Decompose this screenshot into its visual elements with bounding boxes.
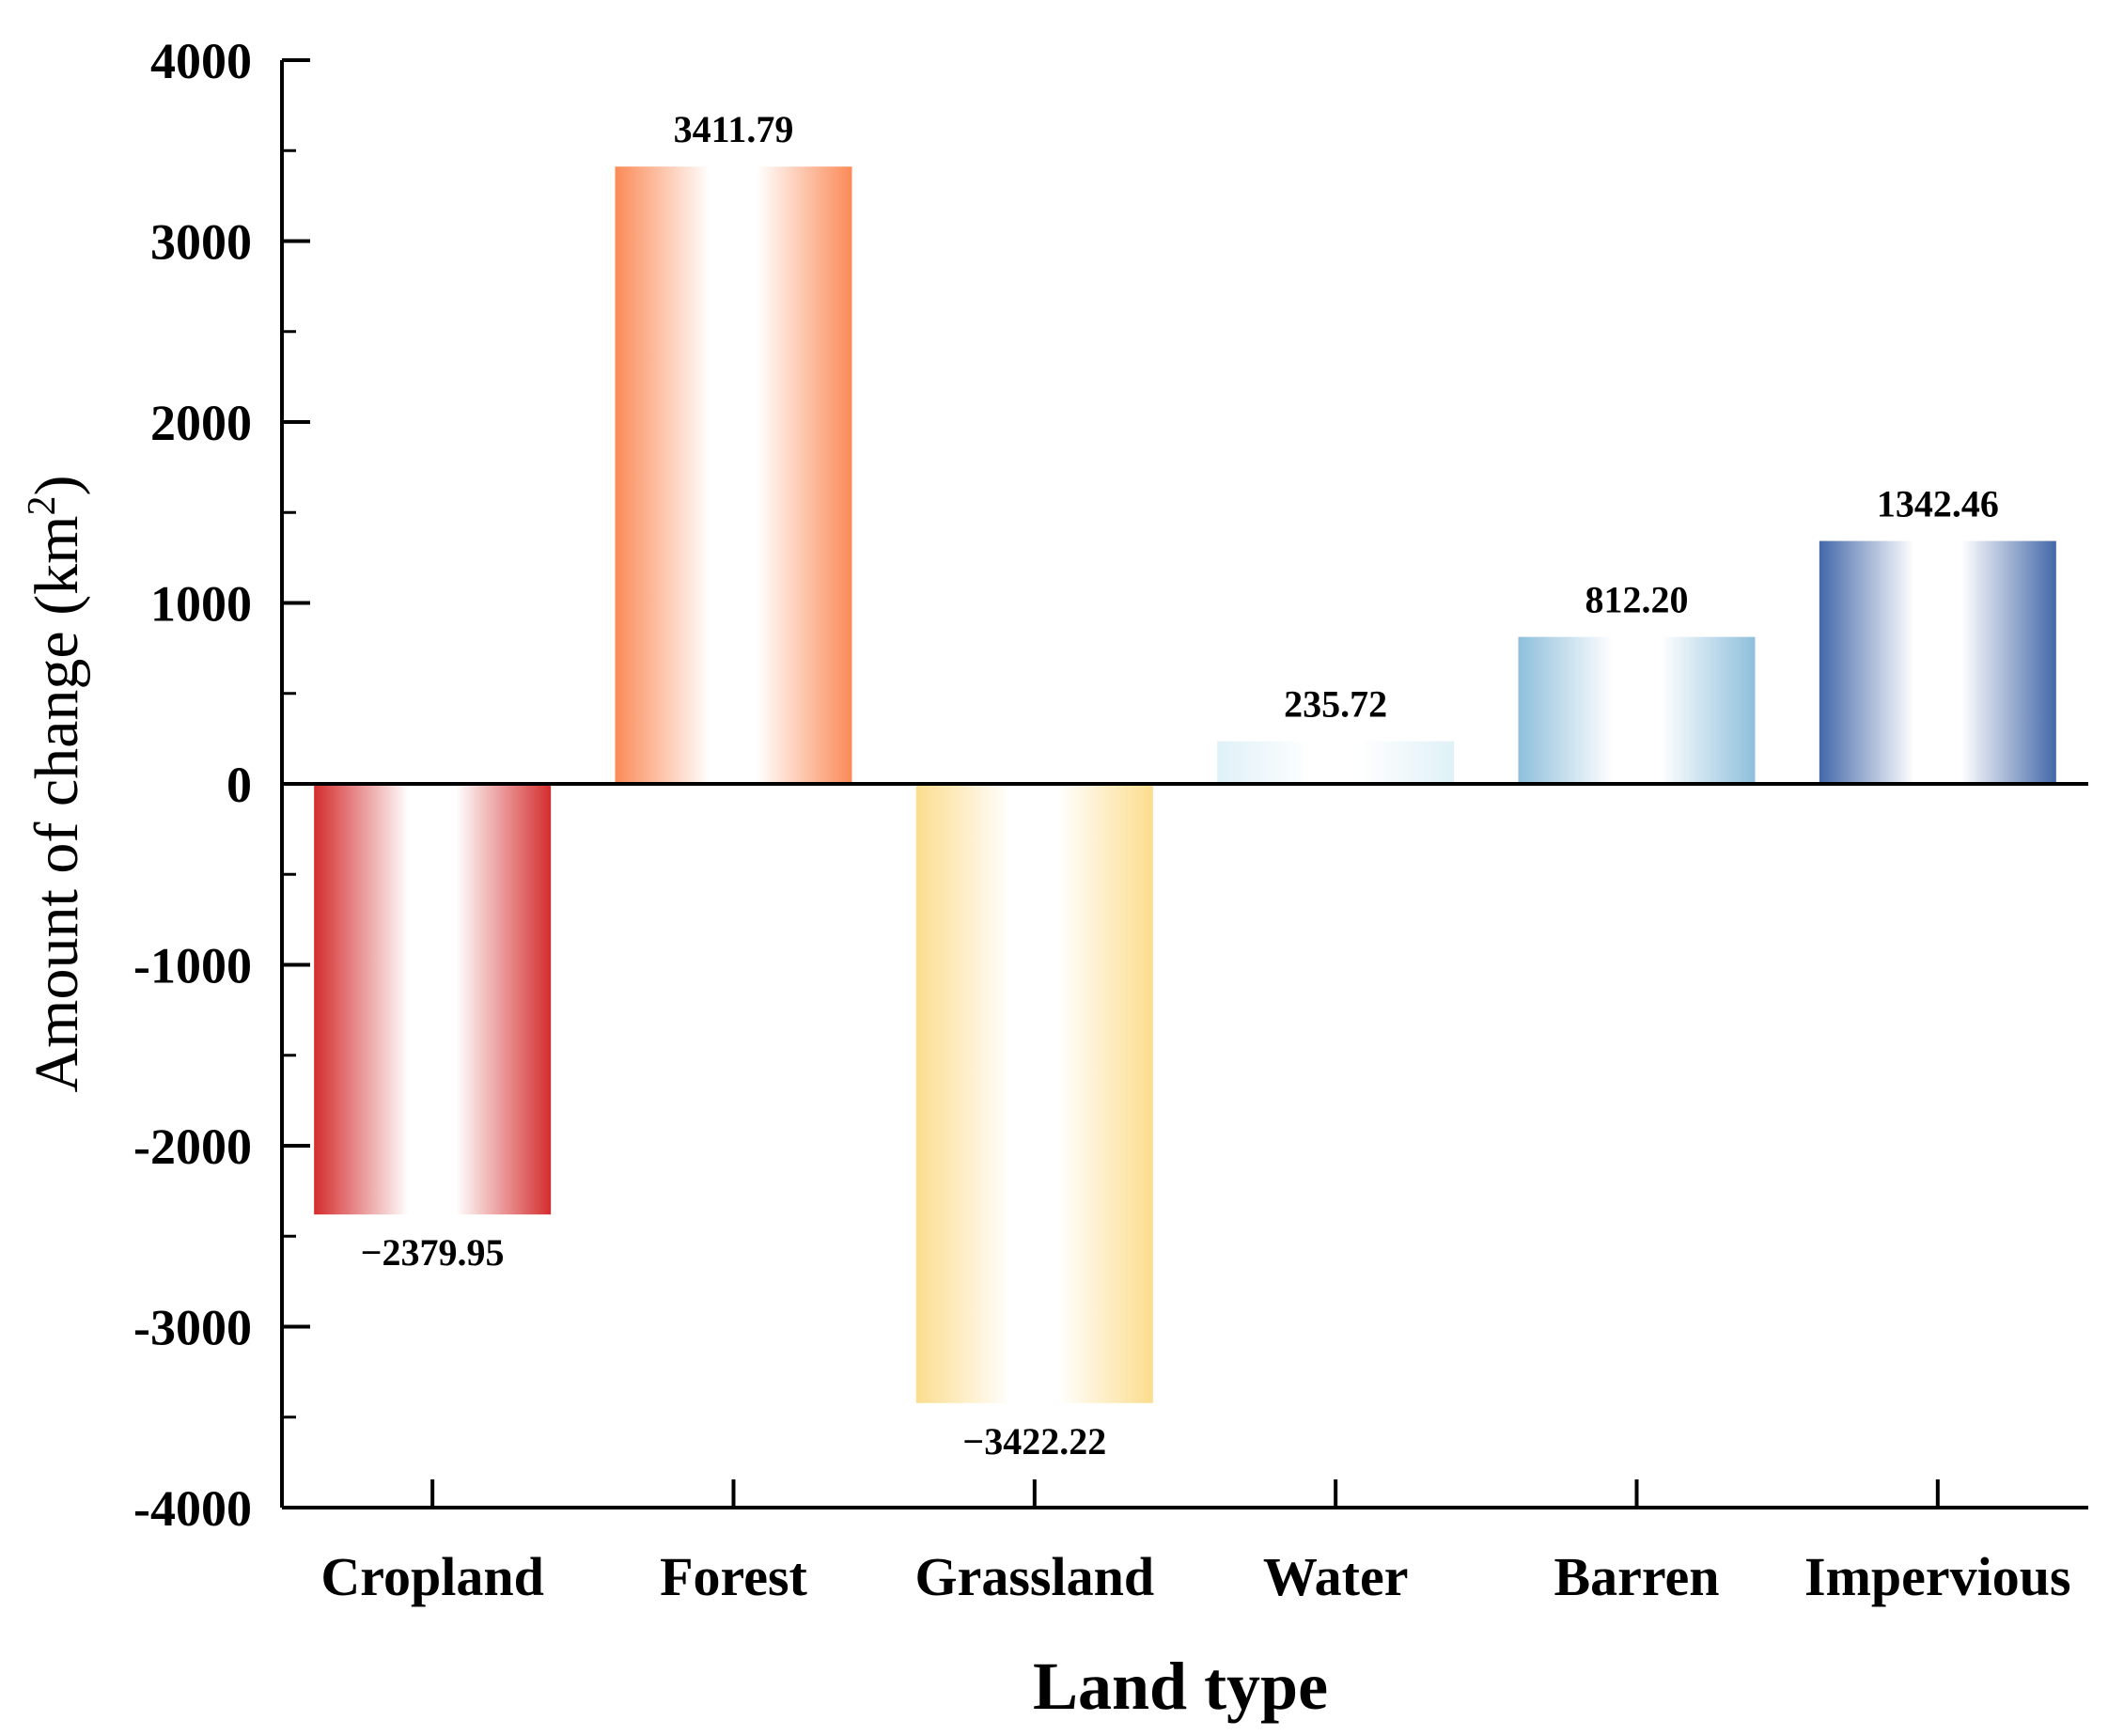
bar-barren xyxy=(1518,636,1756,784)
y-axis-title-close: ) xyxy=(23,476,91,496)
x-axis-title: Land type xyxy=(1033,1649,1328,1724)
y-tick-label: -3000 xyxy=(133,1300,252,1356)
y-tick-label: 3000 xyxy=(150,214,252,271)
y-axis-title-superscript: 2 xyxy=(21,495,64,515)
y-axis-title: Amount of change (km2) xyxy=(21,476,91,1093)
x-tick-label-grassland: Grassland xyxy=(915,1546,1155,1607)
y-tick-label: 1000 xyxy=(150,576,252,633)
bars-layer xyxy=(314,166,2056,1403)
value-label-forest: 3411.79 xyxy=(674,108,794,150)
y-tick-label: 2000 xyxy=(150,395,252,451)
x-tick-label-cropland: Cropland xyxy=(320,1546,543,1607)
x-tick-label-forest: Forest xyxy=(660,1546,807,1607)
value-label-grassland: −3422.22 xyxy=(962,1420,1106,1462)
y-axis-title-main: Amount of change (km xyxy=(23,515,91,1092)
y-tick-label: 0 xyxy=(226,757,252,813)
y-tick-label: -2000 xyxy=(133,1118,252,1175)
value-label-cropland: −2379.95 xyxy=(361,1231,505,1274)
value-labels: −2379.95 3411.79 −3422.22 235.72 812.20 1342.… xyxy=(361,108,1999,1462)
bar-water xyxy=(1217,741,1455,784)
x-tick-label-barren: Barren xyxy=(1554,1546,1719,1607)
y-ticks: 4000 3000 2000 1000 0 -1000 -2000 -3000 -4000 xyxy=(133,33,310,1537)
x-tick-label-water: Water xyxy=(1263,1546,1409,1607)
bar-grassland xyxy=(915,784,1153,1403)
value-label-impervious: 1342.46 xyxy=(1877,483,1999,525)
x-ticks: Cropland Forest Grassland Water Barren Imperv… xyxy=(320,1479,2071,1607)
x-tick-label-impervious: Impervious xyxy=(1804,1546,2071,1607)
y-tick-label: 4000 xyxy=(150,33,252,89)
value-label-water: 235.72 xyxy=(1284,683,1387,726)
value-label-barren: 812.20 xyxy=(1585,579,1689,621)
bar-cropland xyxy=(314,784,552,1215)
axes-layer xyxy=(280,60,2088,1509)
y-tick-label: -1000 xyxy=(133,938,252,994)
bar-forest xyxy=(615,166,852,785)
y-tick-label: -4000 xyxy=(133,1480,252,1537)
bar-impervious xyxy=(1819,540,2056,784)
